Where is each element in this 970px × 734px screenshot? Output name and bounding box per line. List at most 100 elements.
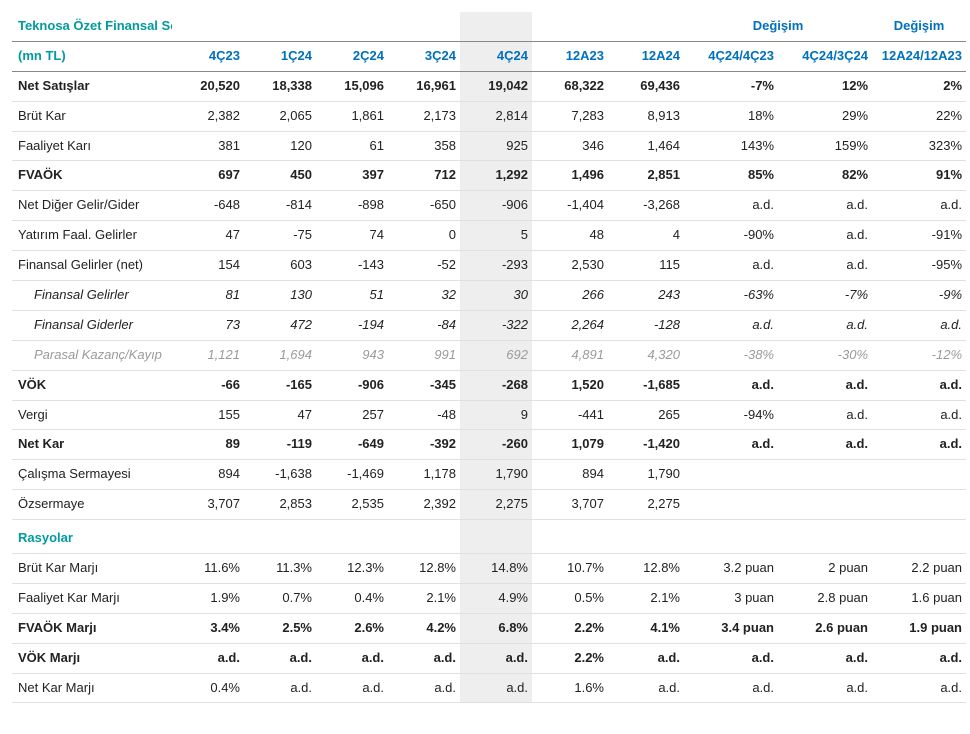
cell: a.d.	[684, 251, 778, 281]
cell: 82%	[778, 161, 872, 191]
row-label: Yatırım Faal. Gelirler	[12, 221, 172, 251]
cell: 30	[460, 281, 532, 311]
cell: -260	[460, 430, 532, 460]
cell	[684, 460, 778, 490]
cell: 2.5%	[244, 613, 316, 643]
cell: 1,079	[532, 430, 608, 460]
cell: 155	[172, 400, 244, 430]
cell: -52	[388, 251, 460, 281]
cell: 0.4%	[316, 583, 388, 613]
cell: -322	[460, 310, 532, 340]
cell	[778, 490, 872, 520]
cell: a.d.	[388, 643, 460, 673]
cell: 2,264	[532, 310, 608, 340]
cell: 472	[244, 310, 316, 340]
cell: a.d.	[316, 643, 388, 673]
cell: 266	[532, 281, 608, 311]
cell: -268	[460, 370, 532, 400]
cell: 3.2 puan	[684, 554, 778, 584]
cell: 69,436	[608, 71, 684, 101]
row-label: FVAÖK Marjı	[12, 613, 172, 643]
table-row: Finansal Giderler73472-194-84-3222,264-1…	[12, 310, 966, 340]
cell: -66	[172, 370, 244, 400]
cell: -1,685	[608, 370, 684, 400]
col-h: 4Ç23	[172, 41, 244, 71]
cell: a.d.	[778, 430, 872, 460]
cell: 0.7%	[244, 583, 316, 613]
cell: -650	[388, 191, 460, 221]
table-row: FVAÖK6974503977121,2921,4962,85185%82%91…	[12, 161, 966, 191]
cell	[778, 460, 872, 490]
cell: a.d.	[460, 643, 532, 673]
table-row: Çalışma Sermayesi894-1,638-1,4691,1781,7…	[12, 460, 966, 490]
cell: 1,121	[172, 340, 244, 370]
cell: -84	[388, 310, 460, 340]
cell: a.d.	[778, 251, 872, 281]
cell: 1,861	[316, 101, 388, 131]
row-label: Özsermaye	[12, 490, 172, 520]
cell: 5	[460, 221, 532, 251]
cell: -648	[172, 191, 244, 221]
cell: 0	[388, 221, 460, 251]
cell: 12.3%	[316, 554, 388, 584]
cell: 1,694	[244, 340, 316, 370]
cell: a.d.	[316, 673, 388, 703]
cell: 2,530	[532, 251, 608, 281]
row-label: FVAÖK	[12, 161, 172, 191]
col-h: 12A23	[532, 41, 608, 71]
cell: 159%	[778, 131, 872, 161]
col-h: 3Ç24	[388, 41, 460, 71]
cell: 2,814	[460, 101, 532, 131]
cell: a.d.	[608, 643, 684, 673]
row-label: Brüt Kar	[12, 101, 172, 131]
cell: a.d.	[872, 430, 966, 460]
row-label: Net Diğer Gelir/Gider	[12, 191, 172, 221]
cell: 11.6%	[172, 554, 244, 584]
cell: 143%	[684, 131, 778, 161]
cell: 3,707	[172, 490, 244, 520]
cell: 130	[244, 281, 316, 311]
cell: 2,392	[388, 490, 460, 520]
cell: 74	[316, 221, 388, 251]
cell: -1,638	[244, 460, 316, 490]
table-row: Finansal Gelirler (net)154603-143-52-293…	[12, 251, 966, 281]
cell: a.d.	[608, 673, 684, 703]
cell: -94%	[684, 400, 778, 430]
table-row: Brüt Kar2,3822,0651,8612,1732,8147,2838,…	[12, 101, 966, 131]
cell: 2,853	[244, 490, 316, 520]
cell: 1,520	[532, 370, 608, 400]
cell: a.d.	[872, 310, 966, 340]
table-row: Parasal Kazanç/Kayıp1,1211,6949439916924…	[12, 340, 966, 370]
cell: a.d.	[778, 400, 872, 430]
cell: a.d.	[684, 191, 778, 221]
cell: 18%	[684, 101, 778, 131]
cell: 2,851	[608, 161, 684, 191]
cell: 51	[316, 281, 388, 311]
cell: -95%	[872, 251, 966, 281]
cell: a.d.	[684, 673, 778, 703]
cell: a.d.	[388, 673, 460, 703]
table-row: Net Kar89-119-649-392-2601,079-1,420a.d.…	[12, 430, 966, 460]
cell: -9%	[872, 281, 966, 311]
row-label: Finansal Gelirler (net)	[12, 251, 172, 281]
cell: 697	[172, 161, 244, 191]
table-body: Net Satışlar20,52018,33815,09616,96119,0…	[12, 71, 966, 703]
cell: -143	[316, 251, 388, 281]
change-label-1: Değişim	[684, 12, 872, 41]
row-label: Vergi	[12, 400, 172, 430]
cell: a.d.	[778, 310, 872, 340]
cell: 20,520	[172, 71, 244, 101]
cell: 6.8%	[460, 613, 532, 643]
cell: -128	[608, 310, 684, 340]
col-h: 1Ç24	[244, 41, 316, 71]
cell: -90%	[684, 221, 778, 251]
cell: 257	[316, 400, 388, 430]
row-label: Parasal Kazanç/Kayıp	[12, 340, 172, 370]
cell: 2,065	[244, 101, 316, 131]
cell: 2,535	[316, 490, 388, 520]
cell: 925	[460, 131, 532, 161]
cell: -345	[388, 370, 460, 400]
cell: a.d.	[244, 643, 316, 673]
cell: 1,790	[460, 460, 532, 490]
cell: 32	[388, 281, 460, 311]
